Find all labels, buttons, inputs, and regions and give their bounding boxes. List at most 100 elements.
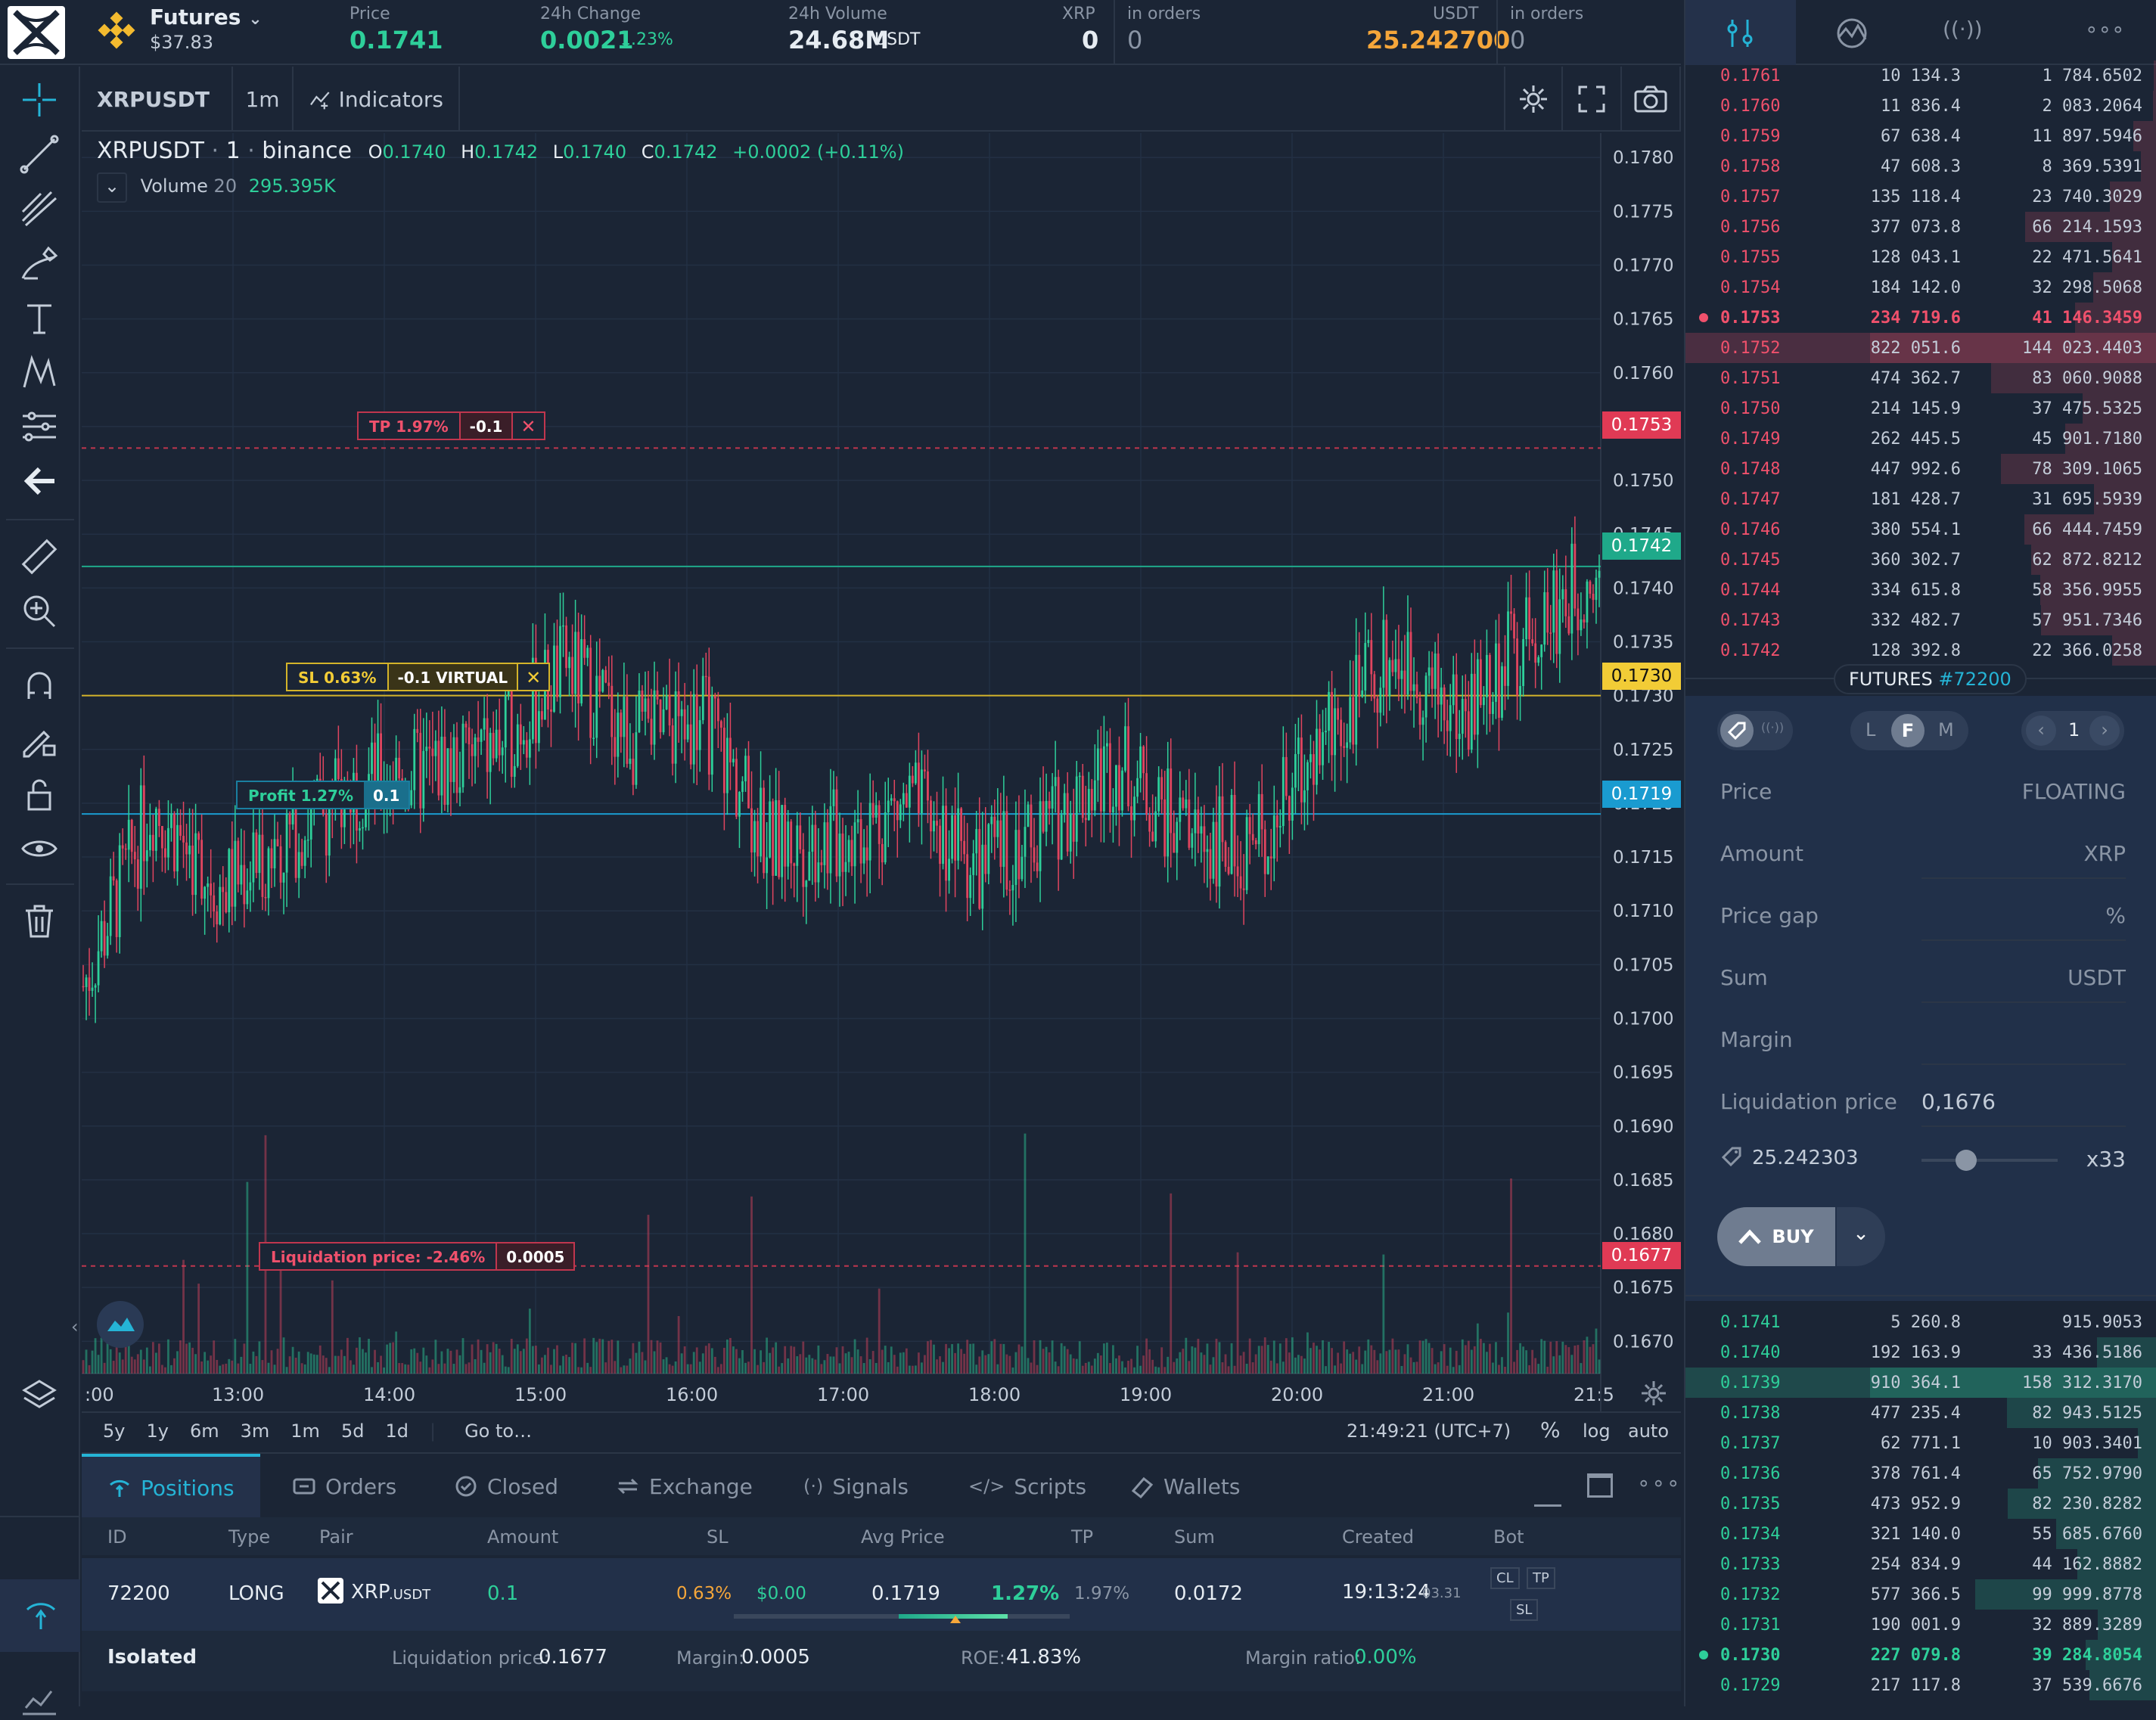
price-gap-field[interactable]: Price gap % <box>1720 896 2126 941</box>
tab-closed[interactable]: Closed <box>454 1454 558 1519</box>
buy-options-button[interactable]: ⌄ <box>1837 1207 1885 1266</box>
decrement-button[interactable]: ‹ <box>2026 716 2056 746</box>
range-3m[interactable]: 3m <box>241 1420 270 1442</box>
screenshot-button[interactable] <box>1622 67 1681 132</box>
tab-exchange[interactable]: Exchange <box>616 1454 753 1519</box>
sum-field[interactable]: Sum USDT <box>1720 958 2126 1003</box>
more-icon[interactable]: ∘∘∘ <box>1637 1470 1682 1495</box>
auto-toggle[interactable]: auto <box>1628 1420 1669 1442</box>
tab-signals[interactable]: (·) Signals <box>803 1454 909 1519</box>
leverage-slider[interactable] <box>1921 1159 2058 1162</box>
maximize-button[interactable] <box>1587 1473 1613 1498</box>
collapse-legend-button[interactable]: ⌄ <box>97 172 127 203</box>
close-position-button[interactable]: CL <box>1490 1567 1520 1589</box>
leverage-stepper[interactable]: ‹ 1 › <box>2021 711 2124 750</box>
indicators-button[interactable]: Indicators <box>294 67 460 132</box>
text-icon[interactable] <box>18 296 61 339</box>
collapse-arrow-icon[interactable]: ‹ <box>71 1316 86 1346</box>
more-icon[interactable]: ∘∘∘ <box>2085 17 2125 42</box>
eye-icon[interactable] <box>18 827 61 870</box>
fullscreen-button[interactable] <box>1563 67 1622 132</box>
tab-wallets[interactable]: Wallets <box>1130 1454 1240 1519</box>
order-type-toggle[interactable]: ((·)) <box>1717 711 1793 750</box>
sl-order-label[interactable]: SL 0.63% -0.1 VIRTUAL ✕ <box>286 663 550 691</box>
mode-l[interactable]: L <box>1866 719 1875 740</box>
price-field[interactable]: Price FLOATING <box>1720 772 2126 817</box>
range-1d[interactable]: 1d <box>385 1420 409 1442</box>
log-toggle[interactable]: log <box>1583 1420 1611 1442</box>
tab-orders[interactable]: Orders <box>292 1454 396 1519</box>
back-arrow-icon[interactable] <box>18 460 61 502</box>
tradingview-logo[interactable] <box>97 1301 144 1348</box>
trash-icon[interactable] <box>18 900 61 942</box>
set-sl-button[interactable]: SL <box>1510 1599 1538 1621</box>
tab-scripts[interactable]: </> Scripts <box>968 1454 1086 1519</box>
lock-drawing-icon[interactable] <box>18 719 61 761</box>
close-icon[interactable]: ✕ <box>517 664 548 690</box>
goto-button[interactable]: Go to… <box>464 1420 532 1442</box>
minimize-button[interactable] <box>1534 1469 1561 1507</box>
percent-toggle[interactable]: % <box>1540 1417 1561 1442</box>
profit-position-label[interactable]: Profit 1.27% 0.1 <box>236 781 410 809</box>
range-6m[interactable]: 6m <box>190 1420 219 1442</box>
symbol-search[interactable]: XRPUSDT <box>82 67 233 132</box>
layers-icon[interactable] <box>18 1375 61 1417</box>
range-5d[interactable]: 5d <box>341 1420 365 1442</box>
forecast-icon[interactable] <box>18 405 61 448</box>
pattern-icon[interactable] <box>18 351 61 393</box>
interval-selector[interactable]: 1m <box>233 67 294 132</box>
price-chart[interactable]: 0.17800.17750.17700.17650.17600.17550.17… <box>82 133 1681 1411</box>
unlock-icon[interactable] <box>18 773 61 815</box>
liquidation-field[interactable]: Liquidation price 0,1676 <box>1720 1082 2126 1127</box>
tab-orderbook[interactable] <box>1685 0 1796 65</box>
range-1m[interactable]: 1m <box>290 1420 320 1442</box>
depth-chart-icon[interactable] <box>1834 15 1870 51</box>
market-selector[interactable]: Futures ⌄ <box>150 5 263 29</box>
zoom-in-icon[interactable] <box>18 590 61 632</box>
chart-settings-button[interactable] <box>1504 67 1563 132</box>
axis-settings-icon[interactable] <box>1640 1380 1667 1407</box>
ruler-icon[interactable] <box>18 536 61 578</box>
slider-knob[interactable] <box>1956 1150 1977 1171</box>
position-row[interactable]: 72200 LONG XRP .USDT 0.1 0.63% $0.00 0.1… <box>82 1558 1681 1631</box>
set-tp-button[interactable]: TP <box>1527 1567 1555 1589</box>
side-tab-positions[interactable] <box>0 1579 80 1652</box>
trend-line-icon[interactable] <box>18 133 61 175</box>
signal-icon[interactable]: ((·)) <box>1943 17 1983 42</box>
close-icon[interactable]: ✕ <box>511 413 543 439</box>
mode-f[interactable]: F <box>1891 714 1925 747</box>
range-5y[interactable]: 5y <box>103 1420 125 1442</box>
candlestick-chart[interactable]: 0.17800.17750.17700.17650.17600.17550.17… <box>82 133 1681 1411</box>
